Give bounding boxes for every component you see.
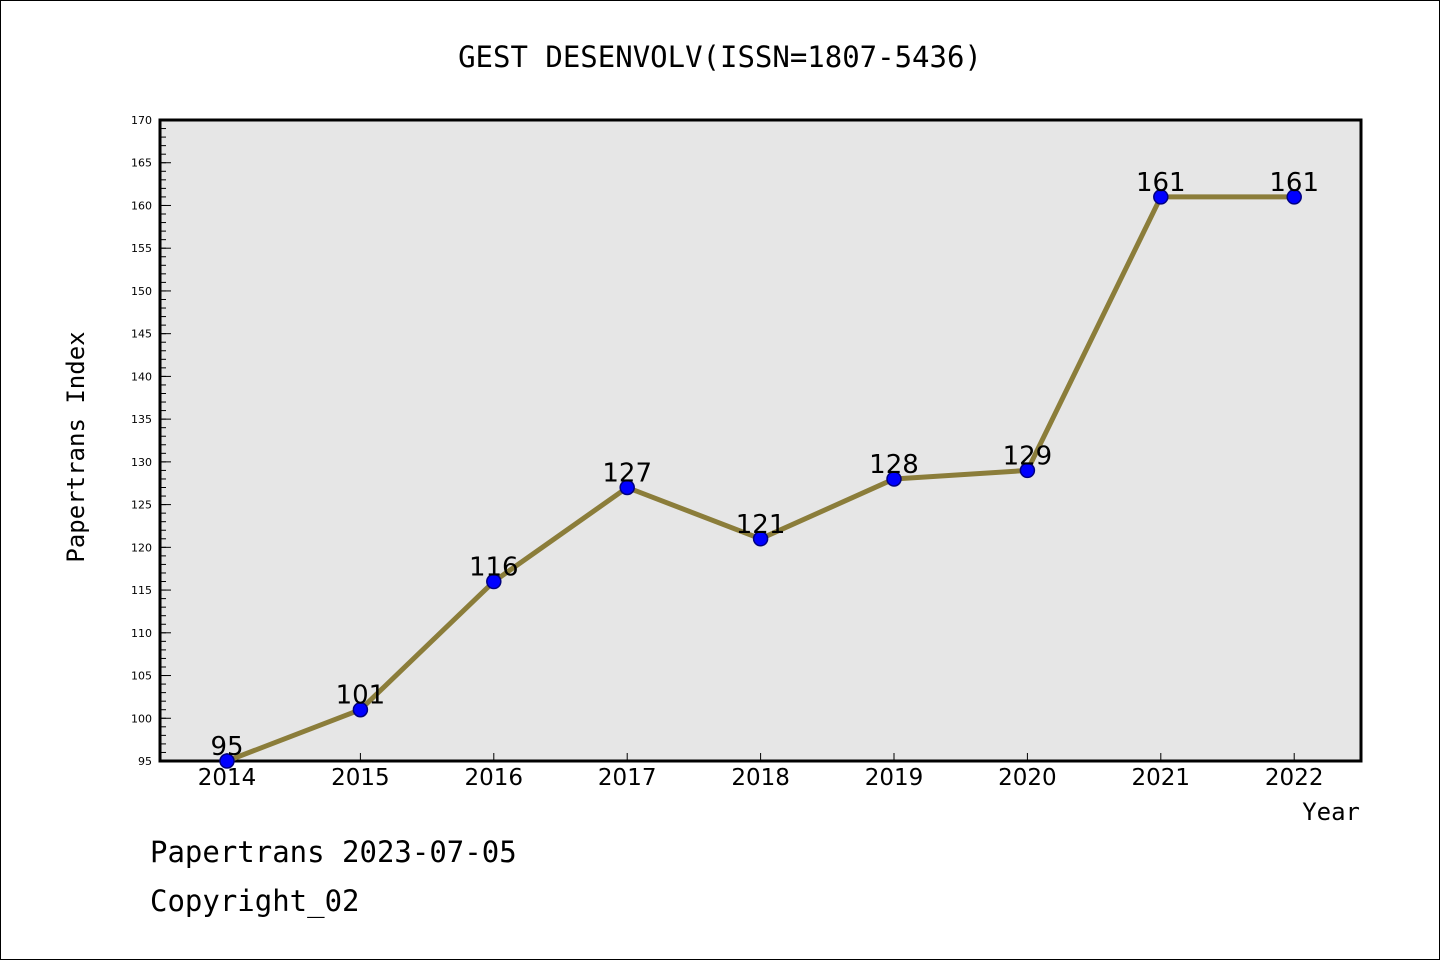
footer-copyright: Copyright_02	[150, 884, 360, 918]
y-tick-label: 110	[131, 627, 152, 640]
data-label: 95	[210, 732, 243, 762]
data-point	[752, 531, 769, 547]
data-labels: 95 101 116 127 121 128 129 161 161	[210, 168, 1319, 762]
x-tick-label: 2015	[331, 765, 390, 791]
data-point	[886, 471, 902, 487]
footer-date: Papertrans 2023-07-05	[150, 835, 517, 869]
x-tick-label: 2021	[1132, 765, 1191, 791]
data-label: 127	[602, 459, 652, 489]
data-label: 128	[869, 450, 919, 480]
x-tick-label: 2020	[998, 765, 1057, 791]
x-tick-label: 2022	[1265, 765, 1324, 791]
y-tick-label: 150	[131, 285, 152, 298]
data-point	[219, 753, 235, 769]
data-point	[1019, 462, 1036, 479]
y-axis-title: Papertrans Index	[62, 331, 90, 562]
data-label: 101	[336, 681, 386, 711]
x-tick-label: 2019	[865, 765, 924, 791]
y-tick-label: 145	[131, 328, 152, 341]
chart-title: GEST DESENVOLV(ISSN=1807-5436)	[458, 40, 982, 74]
y-tick-label: 115	[131, 584, 152, 597]
x-tick-label: 2014	[198, 765, 257, 791]
y-tick-label: 100	[131, 712, 152, 725]
y-tick-label: 95	[138, 755, 152, 768]
y-tick-label: 130	[131, 456, 152, 469]
data-label: 121	[736, 510, 786, 540]
x-axis-title: Year	[1302, 798, 1360, 826]
y-tick-label: 170	[131, 114, 152, 127]
data-point	[1153, 189, 1169, 205]
y-tick-label: 155	[131, 242, 152, 255]
data-label: 161	[1136, 168, 1186, 198]
data-markers	[219, 189, 1302, 769]
y-tick-label: 125	[131, 499, 152, 512]
data-label: 129	[1003, 441, 1053, 471]
plot-area	[158, 118, 1363, 763]
x-tick-label: 2016	[465, 765, 524, 791]
data-point	[352, 701, 369, 718]
y-tick-label: 120	[131, 541, 152, 554]
y-tick-label: 160	[131, 199, 152, 212]
y-tick-label: 135	[131, 413, 152, 426]
y-tick-label: 165	[131, 157, 152, 170]
data-label: 116	[469, 553, 519, 583]
data-point	[1286, 189, 1302, 205]
data-point	[486, 573, 502, 590]
x-tick-label: 2017	[598, 765, 657, 791]
x-axis-ticks: 2014 2015 2016 2017 2018 2019 2020 2021 2022	[198, 753, 1324, 791]
y-axis-ticks: 95 100 105 110 115 120 125 130 135 140 145 150 155 16…	[131, 114, 171, 768]
data-label: 161	[1269, 168, 1319, 198]
y-tick-label: 140	[131, 370, 152, 383]
x-tick-label: 2018	[731, 765, 790, 791]
data-point	[619, 479, 635, 496]
y-tick-label: 105	[131, 670, 152, 683]
